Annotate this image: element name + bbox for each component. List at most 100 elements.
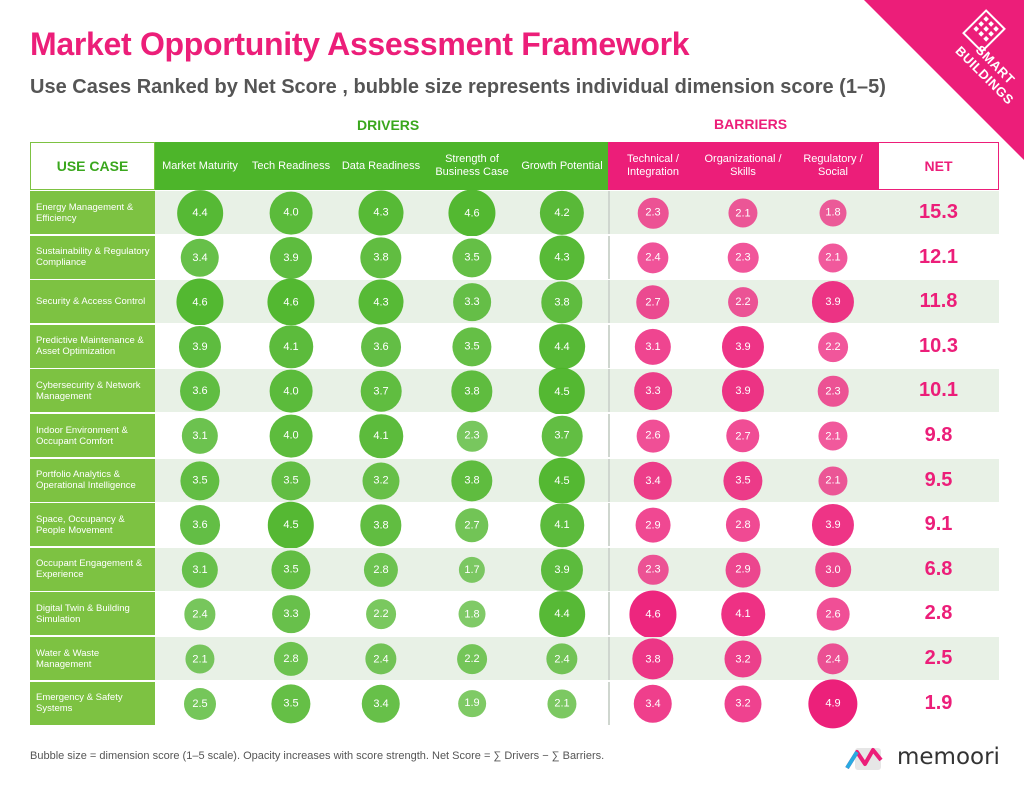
use-case-label: Sustainability & Regulatory Compliance — [30, 235, 155, 279]
barrier-bubble: 2.1 — [818, 243, 848, 273]
driver-bubble: 3.4 — [361, 684, 401, 723]
driver-bubble: 4.2 — [539, 190, 585, 236]
memoori-logo-text: memoori — [897, 744, 1000, 770]
barrier-bubble: 2.1 — [818, 421, 848, 451]
barrier-bubble: 3.8 — [632, 638, 674, 680]
barrier-bubble: 2.9 — [635, 507, 671, 543]
net-score: 10.3 — [919, 334, 958, 357]
drivers-group-label: DRIVERS — [357, 117, 420, 133]
barrier-bubble: 2.7 — [636, 285, 670, 319]
driver-bubble: 3.5 — [452, 238, 492, 278]
driver-bubble: 3.7 — [541, 415, 583, 457]
driver-bubble: 3.6 — [180, 371, 220, 412]
driver-bubble: 3.3 — [272, 595, 310, 634]
barrier-bubble: 2.4 — [637, 241, 669, 274]
driver-bubble: 3.9 — [269, 236, 313, 279]
driver-bubble: 3.5 — [271, 550, 311, 590]
header-barrier-1: Organizational / Skills — [704, 153, 782, 178]
use-case-label: Emergency & Safety Systems — [30, 681, 155, 725]
barrier-bubble: 2.3 — [637, 197, 669, 229]
driver-bubble: 4.3 — [358, 279, 404, 325]
use-case-label: Security & Access Control — [30, 280, 155, 324]
driver-bubble: 4.1 — [359, 414, 403, 458]
driver-bubble: 3.7 — [360, 371, 402, 412]
barrier-bubble: 2.9 — [725, 552, 761, 588]
driver-bubble: 4.0 — [269, 414, 313, 458]
driver-bubble: 1.8 — [458, 600, 486, 628]
header-barrier-0: Technical / Integration — [627, 153, 679, 178]
use-case-label: Digital Twin & Building Simulation — [30, 592, 155, 636]
barrier-bubble: 3.3 — [634, 372, 672, 411]
barrier-bubble: 2.6 — [816, 598, 850, 631]
header-driver-1: Tech Readiness — [251, 159, 331, 172]
net-score: 11.8 — [919, 290, 958, 313]
driver-bubble: 4.4 — [539, 591, 585, 638]
header-net: NET — [878, 142, 999, 190]
barrier-bubble: 2.7 — [726, 419, 760, 453]
corner-badge: SMART BUILDINGS — [864, 0, 1024, 160]
driver-bubble: 1.9 — [458, 689, 486, 718]
driver-bubble: 4.1 — [540, 503, 584, 547]
driver-bubble: 4.6 — [176, 278, 224, 326]
net-score: 15.3 — [919, 201, 958, 223]
driver-bubble: 3.9 — [540, 548, 584, 591]
driver-bubble: 3.5 — [452, 327, 492, 367]
net-score: 6.8 — [924, 557, 953, 580]
driver-bubble: 4.3 — [358, 190, 404, 236]
driver-bubble: 2.2 — [457, 644, 487, 674]
driver-bubble: 2.2 — [366, 599, 396, 630]
net-score: 1.9 — [924, 691, 953, 714]
barrier-bubble: 3.9 — [721, 325, 765, 368]
driver-bubble: 4.4 — [539, 323, 585, 370]
barrier-bubble: 2.6 — [636, 419, 670, 453]
use-case-label: Indoor Environment & Occupant Comfort — [30, 414, 155, 457]
barriers-group-label: BARRIERS — [714, 116, 788, 132]
use-case-label: Water & Waste Management — [30, 637, 155, 680]
use-case-label: Energy Management & Efficiency — [30, 191, 155, 234]
driver-bubble: 3.6 — [361, 326, 401, 367]
barrier-bubble: 3.1 — [634, 328, 672, 365]
use-case-label: Cybersecurity & Network Management — [30, 369, 155, 413]
barrier-bubble: 3.9 — [721, 370, 765, 413]
barrier-bubble: 3.9 — [811, 281, 855, 324]
driver-bubble: 1.7 — [458, 556, 486, 583]
memoori-logo: memoori — [845, 742, 1000, 776]
barrier-bubble: 1.8 — [819, 199, 847, 227]
driver-bubble: 2.4 — [184, 598, 216, 631]
barrier-bubble: 2.4 — [817, 643, 849, 675]
table-header: USE CASE NET Market Maturity Tech Readine… — [30, 142, 999, 190]
barrier-bubble: 3.4 — [633, 461, 673, 500]
driver-bubble: 3.8 — [360, 236, 402, 279]
driver-bubble: 3.3 — [453, 283, 491, 322]
table-row: Indoor Environment & Occupant Comfort 3.1… — [30, 414, 999, 458]
net-score: 2.5 — [924, 647, 953, 669]
driver-bubble: 3.6 — [180, 505, 220, 546]
driver-bubble: 2.8 — [273, 641, 309, 677]
net-score: 2.8 — [924, 602, 953, 625]
table-row: Space, Occupancy & People Movement 3.6 4.5… — [30, 501, 999, 549]
driver-bubble: 3.9 — [178, 325, 222, 368]
net-score: 9.8 — [924, 424, 953, 446]
barrier-bubble: 2.8 — [725, 508, 761, 543]
driver-bubble: 4.6 — [267, 278, 315, 326]
table-row: Water & Waste Management 2.1 2.8 2.4 2.2 2.4 3… — [30, 637, 999, 681]
driver-bubble: 3.5 — [180, 461, 220, 501]
barrier-bubble: 2.3 — [637, 554, 669, 586]
table-row: Security & Access Control 4.6 4.6 4.3 3.3 3.8… — [30, 278, 999, 326]
driver-bubble: 4.3 — [539, 235, 585, 281]
driver-bubble: 2.3 — [456, 420, 488, 452]
header-use-case: USE CASE — [30, 142, 155, 190]
header-barrier-2: Regulatory / Social — [803, 153, 863, 178]
driver-bubble: 3.8 — [451, 459, 493, 502]
driver-bubble: 2.5 — [184, 687, 216, 720]
driver-bubble: 3.4 — [180, 238, 220, 277]
driver-bubble: 3.8 — [541, 281, 583, 323]
header-driver-3: Strength of Business Case — [435, 153, 509, 178]
driver-bubble: 2.1 — [547, 689, 577, 719]
header-driver-4: Growth Potential — [521, 159, 603, 172]
driver-bubble: 3.2 — [362, 462, 400, 500]
net-score: 9.1 — [924, 513, 953, 536]
use-case-label: Occupant Engagement & Experience — [30, 547, 155, 591]
barrier-bubble: 4.6 — [629, 590, 677, 638]
barrier-bubble: 4.1 — [721, 592, 765, 637]
